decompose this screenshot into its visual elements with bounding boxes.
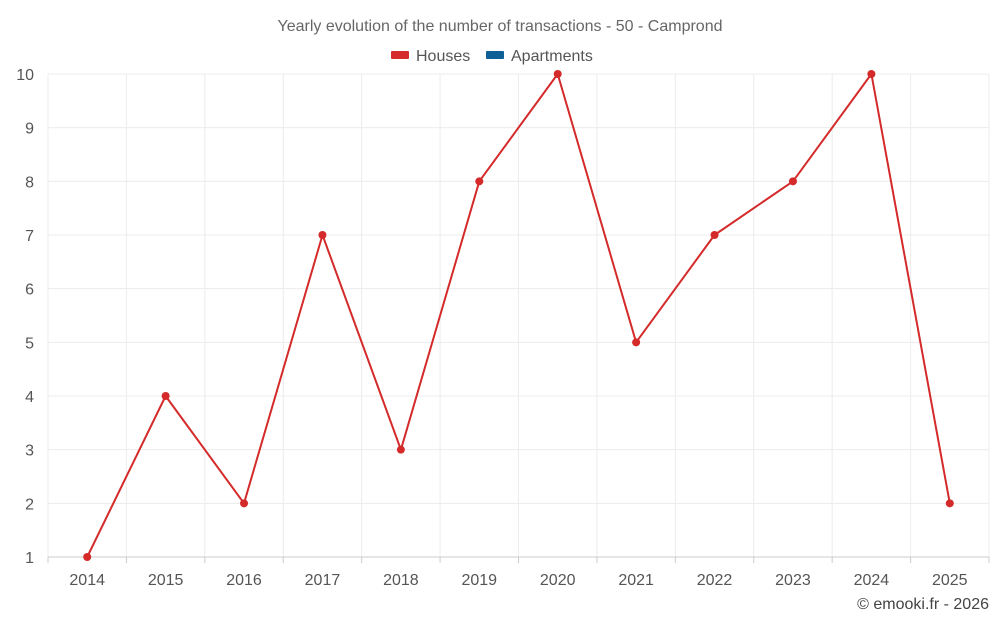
legend-label-apartments: Apartments — [511, 48, 593, 65]
legend-swatch-apartments — [486, 51, 504, 59]
x-tick-label: 2024 — [854, 572, 890, 589]
x-axis: 2014 2015 2016 2017 2018 2019 2020 2021 2022 2023… — [47, 556, 990, 589]
data-point-houses-2016[interactable] — [240, 499, 249, 508]
grid — [47, 73, 990, 557]
data-point-houses-2020[interactable] — [553, 70, 562, 78]
x-tick-label: 2020 — [540, 572, 576, 589]
chart-title: Yearly evolution of the number of transa… — [278, 18, 723, 35]
x-tick-label: 2018 — [383, 572, 419, 589]
y-tick-label: 8 — [25, 174, 34, 191]
data-point-houses-2021[interactable] — [632, 338, 641, 347]
credit-text: © emooki.fr - 2026 — [857, 596, 989, 613]
data-point-houses-2015[interactable] — [161, 392, 170, 400]
y-tick-label: 6 — [25, 282, 34, 299]
data-point-houses-2014[interactable] — [83, 553, 92, 561]
x-tick-label: 2022 — [697, 572, 733, 589]
data-point-houses-2023[interactable] — [788, 177, 797, 186]
legend: Houses Apartments — [391, 48, 593, 65]
x-tick-label: 2015 — [148, 572, 184, 589]
y-axis: 1 2 3 4 5 6 7 8 9 10 — [16, 67, 34, 567]
legend-item-houses[interactable]: Houses — [391, 48, 470, 65]
x-tick-label: 2021 — [618, 572, 654, 589]
x-tick-label: 2014 — [69, 572, 105, 589]
x-tick-label: 2017 — [305, 572, 341, 589]
x-tick-label: 2019 — [461, 572, 497, 589]
data-point-houses-2018[interactable] — [396, 445, 405, 454]
x-tick-label: 2025 — [932, 572, 968, 589]
y-tick-label: 5 — [25, 335, 34, 352]
data-point-houses-2019[interactable] — [475, 177, 484, 186]
y-tick-label: 9 — [25, 121, 34, 138]
data-point-houses-2025[interactable] — [945, 499, 954, 508]
x-tick-label: 2016 — [226, 572, 262, 589]
x-tick-label: 2023 — [775, 572, 811, 589]
series-layer — [83, 70, 954, 561]
y-tick-label: 2 — [25, 496, 34, 513]
data-point-houses-2022[interactable] — [710, 231, 719, 239]
y-tick-label: 10 — [16, 67, 34, 84]
y-tick-label: 3 — [25, 443, 34, 460]
legend-item-apartments[interactable]: Apartments — [486, 48, 593, 65]
legend-label-houses: Houses — [416, 48, 470, 65]
data-point-houses-2024[interactable] — [867, 70, 876, 78]
data-point-houses-2017[interactable] — [318, 231, 327, 239]
legend-swatch-houses — [391, 51, 409, 59]
y-tick-label: 7 — [25, 228, 34, 245]
y-tick-label: 4 — [25, 389, 34, 406]
series-line-houses — [86, 73, 951, 558]
y-tick-label: 1 — [25, 550, 34, 567]
